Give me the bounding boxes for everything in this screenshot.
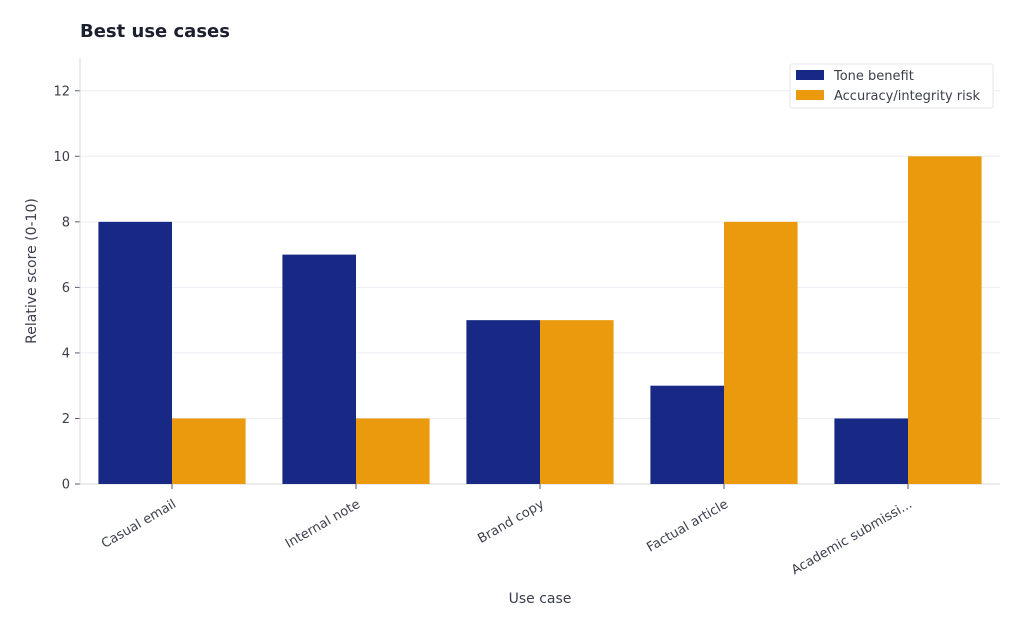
y-tick-label-8: 8 (62, 215, 70, 230)
bar-tone-benefit-academic-submissi (834, 418, 908, 484)
bar-accuracy-integrity-risk-internal-note (356, 418, 430, 484)
x-tick-label-factual-article: Factual article (644, 497, 731, 556)
y-tick-label-0: 0 (62, 478, 70, 493)
y-tick-labels: 0 2 4 6 8 10 12 (53, 84, 70, 492)
x-tick-labels: Casual email Internal note Brand copy Factu… (99, 497, 915, 578)
y-tick-label-10: 10 (53, 150, 70, 165)
bar-accuracy-integrity-risk-academic-submissi (908, 156, 982, 485)
y-tick-label-12: 12 (53, 84, 70, 99)
bar-tone-benefit-brand-copy (466, 320, 540, 484)
bar-accuracy-integrity-risk-brand-copy (540, 320, 614, 484)
x-tick-label-brand-copy: Brand copy (475, 497, 547, 547)
y-tick-label-6: 6 (62, 281, 70, 296)
x-tick-label-casual-email: Casual email (99, 497, 179, 552)
bars (98, 156, 982, 485)
legend-box (789, 63, 994, 109)
legend-swatch-tone-benefit (796, 70, 824, 80)
bar-accuracy-integrity-risk-casual-email (172, 418, 246, 484)
x-tick-label-internal-note: Internal note (283, 497, 363, 552)
chart-title: Best use cases (80, 21, 230, 42)
bar-accuracy-integrity-risk-factual-article (724, 221, 798, 484)
legend-label-tone-benefit: Tone benefit (833, 69, 914, 84)
legend: Tone benefit Accuracy/integrity risk (789, 63, 994, 109)
x-axis-title: Use case (509, 591, 572, 607)
y-tick-label-4: 4 (62, 346, 70, 361)
bar-tone-benefit-factual-article (650, 385, 724, 484)
bar-tone-benefit-casual-email (98, 221, 172, 484)
bar-tone-benefit-internal-note (282, 254, 356, 484)
legend-swatch-accuracy-risk (796, 90, 824, 100)
y-axis-title: Relative score (0-10) (24, 198, 40, 344)
legend-label-accuracy-risk: Accuracy/integrity risk (834, 89, 981, 104)
y-tick-label-2: 2 (62, 412, 70, 427)
x-tick-label-academic-submissi: Academic submissi... (789, 497, 915, 578)
